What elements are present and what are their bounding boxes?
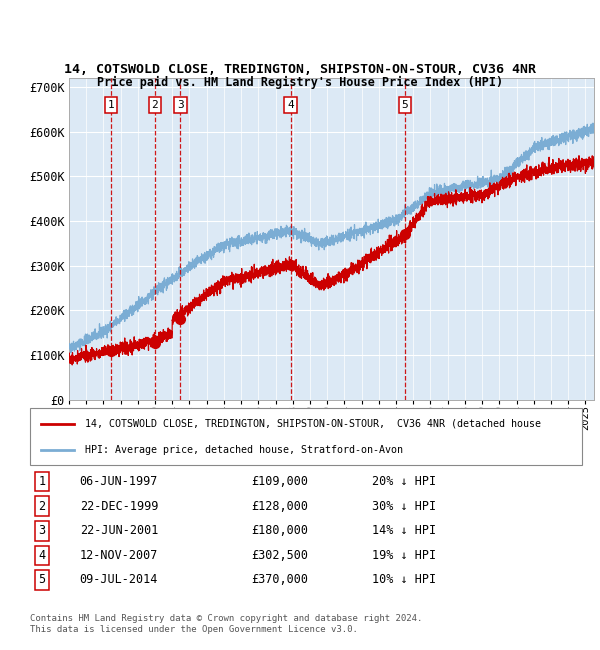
Text: 1: 1 <box>107 100 115 110</box>
Text: 2: 2 <box>151 100 158 110</box>
Text: 14, COTSWOLD CLOSE, TREDINGTON, SHIPSTON-ON-STOUR, CV36 4NR: 14, COTSWOLD CLOSE, TREDINGTON, SHIPSTON… <box>64 63 536 76</box>
Text: 2: 2 <box>38 500 46 513</box>
Text: £180,000: £180,000 <box>251 525 308 538</box>
Text: Price paid vs. HM Land Registry's House Price Index (HPI): Price paid vs. HM Land Registry's House … <box>97 76 503 89</box>
Text: 30% ↓ HPI: 30% ↓ HPI <box>372 500 436 513</box>
Text: 1: 1 <box>38 475 46 488</box>
Text: £109,000: £109,000 <box>251 475 308 488</box>
Text: Contains HM Land Registry data © Crown copyright and database right 2024.
This d: Contains HM Land Registry data © Crown c… <box>30 614 422 634</box>
Text: 4: 4 <box>38 549 46 562</box>
Text: 10% ↓ HPI: 10% ↓ HPI <box>372 573 436 586</box>
Text: £128,000: £128,000 <box>251 500 308 513</box>
Text: 20% ↓ HPI: 20% ↓ HPI <box>372 475 436 488</box>
Text: 19% ↓ HPI: 19% ↓ HPI <box>372 549 436 562</box>
Text: 22-JUN-2001: 22-JUN-2001 <box>80 525 158 538</box>
Text: 12-NOV-2007: 12-NOV-2007 <box>80 549 158 562</box>
Text: 5: 5 <box>401 100 409 110</box>
Text: 4: 4 <box>287 100 294 110</box>
Text: 3: 3 <box>177 100 184 110</box>
Text: 5: 5 <box>38 573 46 586</box>
Text: £302,500: £302,500 <box>251 549 308 562</box>
FancyBboxPatch shape <box>30 408 582 465</box>
Text: HPI: Average price, detached house, Stratford-on-Avon: HPI: Average price, detached house, Stra… <box>85 445 403 456</box>
Text: 14, COTSWOLD CLOSE, TREDINGTON, SHIPSTON-ON-STOUR,  CV36 4NR (detached house: 14, COTSWOLD CLOSE, TREDINGTON, SHIPSTON… <box>85 419 541 428</box>
Text: 09-JUL-2014: 09-JUL-2014 <box>80 573 158 586</box>
Text: 14% ↓ HPI: 14% ↓ HPI <box>372 525 436 538</box>
Text: 06-JUN-1997: 06-JUN-1997 <box>80 475 158 488</box>
Text: 22-DEC-1999: 22-DEC-1999 <box>80 500 158 513</box>
Text: 3: 3 <box>38 525 46 538</box>
Text: £370,000: £370,000 <box>251 573 308 586</box>
